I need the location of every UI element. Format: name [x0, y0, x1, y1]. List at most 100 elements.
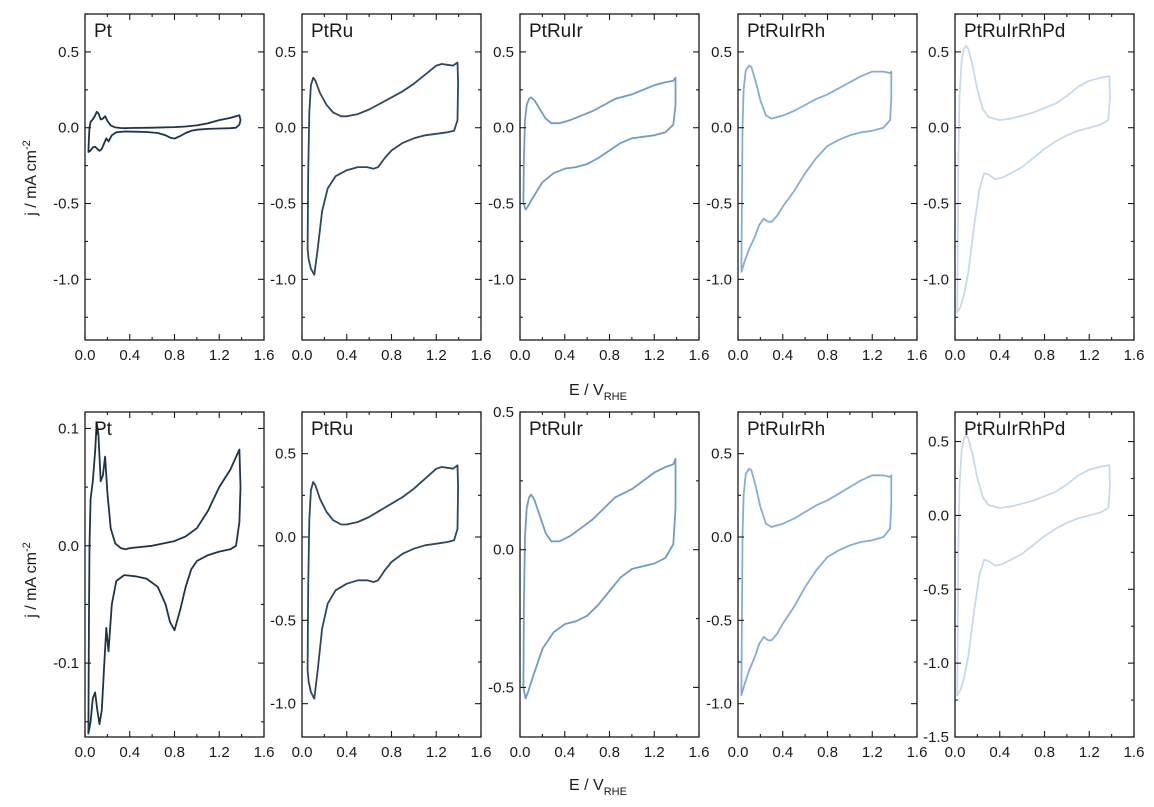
x-tick-label: 1.6 [1124, 744, 1145, 761]
x-tick-label: 0.0 [510, 744, 531, 761]
x-tick-label: 0.8 [164, 347, 185, 364]
y-tick-label: 0.5 [493, 44, 514, 61]
y-tick-label: -0.5 [706, 612, 732, 629]
x-tick-label: 1.6 [907, 347, 928, 364]
y-tick-label: -1.0 [488, 271, 514, 288]
y-tick-label: -0.5 [488, 196, 514, 213]
x-tick-label: 0.8 [599, 347, 620, 364]
plot-frame [84, 13, 265, 341]
y-tick-label: -1.0 [706, 271, 732, 288]
x-tick-label: 0.0 [75, 744, 96, 761]
y-tick-label: 0.5 [493, 404, 514, 421]
x-tick-label: 0.8 [164, 744, 185, 761]
x-tick-label: 0.8 [599, 744, 620, 761]
y-tick-label: 0.0 [275, 120, 296, 137]
x-tick-label: 0.8 [1034, 347, 1055, 364]
panel-top-PtRu: 0.0 0.4 0.8 1.2 1.6 -1.0 -0.5 0.0 0.5 PtRu [270, 13, 491, 364]
x-tick-label: 1.2 [644, 347, 665, 364]
y-tick-label: 0.5 [275, 44, 296, 61]
panel-title: PtRuIrRhPd [964, 419, 1065, 440]
panel-top-Pt: 0.0 0.4 0.8 1.2 1.6 -1.0 -0.5 0.0 0.5 Pt [53, 13, 275, 364]
x-tick-label: 0.0 [510, 347, 531, 364]
plot-frame [519, 411, 700, 738]
x-tick-label: 0.0 [728, 744, 749, 761]
panel-title: PtRuIr [529, 21, 584, 42]
y-tick-label: 0.0 [493, 542, 514, 559]
panel-title: PtRuIrRh [747, 419, 825, 440]
panel-top-PtRuIr: 0.0 0.4 0.8 1.2 1.6 -1.0 -0.5 0.0 0.5 PtRuIr [488, 13, 709, 364]
y-tick-label: -0.5 [53, 196, 79, 213]
y-tick-label: 0.5 [928, 44, 949, 61]
panels-layer: 0.0 0.4 0.8 1.2 1.6 -1.0 -0.5 0.0 0.5 Pt 0.0 0.4 0.8… [53, 13, 1145, 761]
x-tick-label: 1.2 [426, 744, 447, 761]
x-tick-label: 0.4 [119, 347, 140, 364]
panel-bottom-PtRuIrRh: 0.0 0.4 0.8 1.2 1.6 -1.0 -0.5 0.0 0.5 PtRuIrRh [706, 411, 928, 761]
x-tick-label: 0.0 [75, 347, 96, 364]
x-tick-label: 1.2 [1079, 744, 1100, 761]
y-tick-label: 0.0 [493, 120, 514, 137]
x-tick-label: 0.4 [772, 347, 793, 364]
panel-bottom-PtRu: 0.0 0.4 0.8 1.2 1.6 -1.0 -0.5 0.0 0.5 PtRu [270, 411, 491, 761]
cv-curve-PtRuIrRh [740, 467, 893, 697]
x-tick-label: 0.4 [772, 744, 793, 761]
y-tick-label: -1.0 [53, 271, 79, 288]
x-tick-label: 1.6 [1124, 347, 1145, 364]
y-tick-label: 0.0 [58, 538, 79, 555]
x-tick-label: 0.4 [336, 347, 357, 364]
x-tick-label: 1.6 [907, 744, 928, 761]
panel-title: Pt [94, 21, 113, 42]
x-tick-label: 1.2 [426, 347, 447, 364]
y-tick-label: 0.0 [58, 120, 79, 137]
cv-curve-Pt [87, 110, 242, 153]
y-tick-label: 0.0 [928, 507, 949, 524]
x-tick-label: 0.8 [381, 744, 402, 761]
panel-title: PtRu [311, 21, 353, 42]
panel-title: PtRu [311, 419, 353, 440]
y-tick-label: 0.1 [58, 420, 79, 437]
panel-bottom-PtRuIrRhPd: 0.0 0.4 0.8 1.2 1.6 -1.5 -1.0 -0.5 0.0 0.5 PtRuIrR… [923, 411, 1145, 761]
x-tick-label: 1.2 [1079, 347, 1100, 364]
x-tick-label: 0.4 [336, 744, 357, 761]
y-tick-label: 0.0 [928, 120, 949, 137]
y-tick-label: -0.5 [923, 581, 949, 598]
plot-frame [519, 13, 700, 341]
x-tick-label: 1.2 [209, 347, 230, 364]
x-tick-label: 0.8 [381, 347, 402, 364]
y-tick-label: -1.0 [923, 271, 949, 288]
cv-curve-PtRuIrRh [740, 64, 893, 273]
x-tick-label: 0.0 [728, 347, 749, 364]
x-axis-title-top: E / VRHE [569, 382, 627, 403]
x-tick-label: 0.4 [119, 744, 140, 761]
x-tick-label: 0.0 [945, 744, 966, 761]
x-tick-label: 1.2 [644, 744, 665, 761]
cv-curve-PtRu [306, 464, 459, 700]
plot-frame [301, 13, 482, 341]
x-tick-label: 1.2 [862, 744, 883, 761]
x-tick-label: 0.4 [554, 347, 575, 364]
panel-title: Pt [94, 419, 113, 440]
x-tick-label: 1.2 [862, 347, 883, 364]
y-axis-title-text: j / mA cm-2 [21, 542, 40, 619]
panel-top-PtRuIrRh: 0.0 0.4 0.8 1.2 1.6 -1.0 -0.5 0.0 0.5 PtRuIrRh [706, 13, 928, 364]
x-axis-title-bottom: E / VRHE [569, 777, 627, 798]
y-tick-label: -0.1 [53, 655, 79, 672]
y-tick-label: -1.0 [706, 696, 732, 713]
y-tick-label: 0.5 [928, 434, 949, 451]
y-tick-label: -1.0 [270, 271, 296, 288]
y-axis-title-text: j / mA cm-2 [21, 140, 40, 217]
y-tick-label: -1.0 [270, 696, 296, 713]
x-tick-label: 1.6 [254, 744, 275, 761]
x-tick-label: 0.0 [292, 744, 313, 761]
cv-curve-PtRuIrRhPd [956, 44, 1111, 314]
y-tick-label: -0.5 [270, 612, 296, 629]
y-tick-label: 0.5 [711, 446, 732, 463]
plot-frame [954, 13, 1135, 341]
plot-frame [737, 13, 918, 341]
x-tick-label: 0.8 [817, 744, 838, 761]
x-tick-label: 1.6 [254, 347, 275, 364]
y-tick-label: -1.0 [923, 655, 949, 672]
cv-curve-PtRuIr [522, 76, 677, 211]
plot-frame [301, 411, 482, 738]
y-tick-label: -1.5 [923, 729, 949, 746]
